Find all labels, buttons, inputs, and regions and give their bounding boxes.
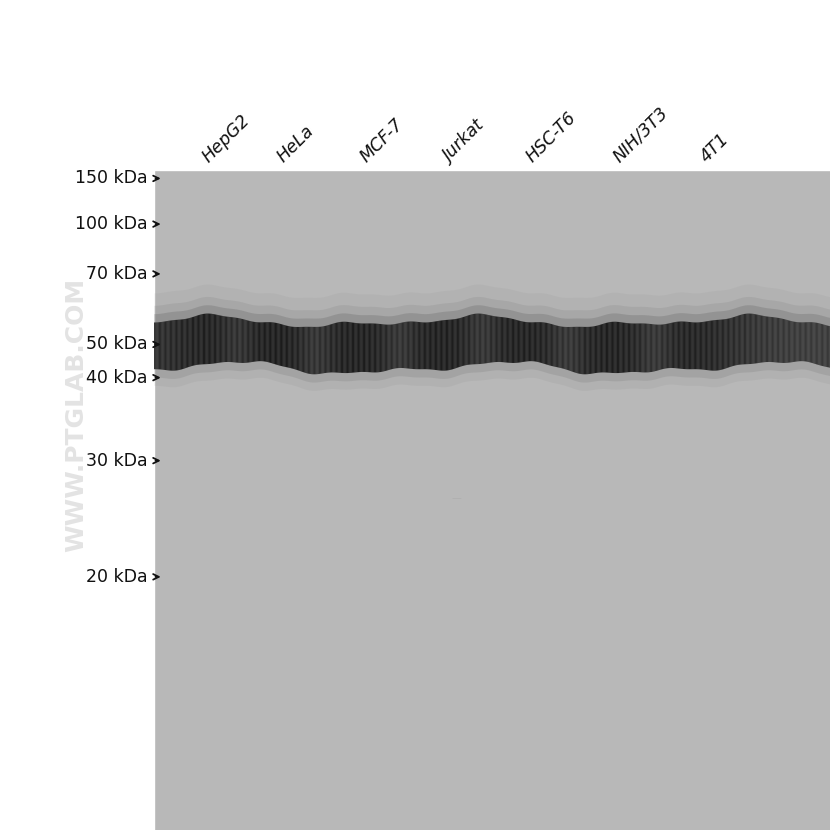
Text: HSC-T6: HSC-T6 bbox=[523, 109, 580, 166]
Text: 40 kDa: 40 kDa bbox=[86, 369, 148, 387]
Text: —: — bbox=[452, 493, 461, 503]
Text: WWW.PTGLAB.COM: WWW.PTGLAB.COM bbox=[65, 278, 88, 552]
Text: 20 kDa: 20 kDa bbox=[86, 568, 148, 586]
Text: 100 kDa: 100 kDa bbox=[75, 215, 148, 233]
Bar bbox=[0, 0, 154, 830]
Text: MCF-7: MCF-7 bbox=[357, 115, 408, 166]
Text: 150 kDa: 150 kDa bbox=[75, 169, 148, 188]
Text: HepG2: HepG2 bbox=[199, 111, 254, 166]
Text: Jurkat: Jurkat bbox=[440, 117, 489, 166]
Bar bbox=[154, 166, 830, 830]
Text: NIH/3T3: NIH/3T3 bbox=[610, 104, 672, 166]
Text: HeLa: HeLa bbox=[274, 122, 318, 166]
Text: 50 kDa: 50 kDa bbox=[86, 335, 148, 354]
Text: 70 kDa: 70 kDa bbox=[86, 265, 148, 283]
Text: 30 kDa: 30 kDa bbox=[86, 452, 148, 470]
Bar bbox=[154, 0, 830, 170]
Text: 4T1: 4T1 bbox=[697, 130, 733, 166]
